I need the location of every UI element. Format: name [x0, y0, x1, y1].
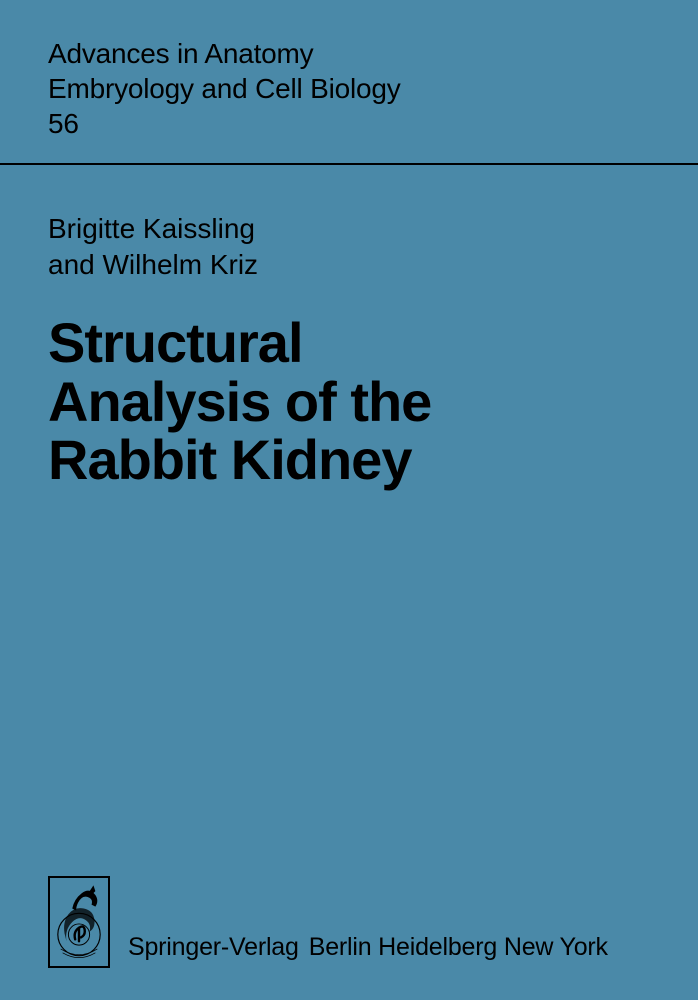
author-line1: Brigitte Kaissling [48, 211, 650, 247]
title-line2: Analysis of the [48, 373, 650, 432]
series-volume: 56 [48, 106, 698, 141]
authors-block: Brigitte Kaissling and Wilhelm Kriz [48, 211, 650, 284]
series-title-line2: Embryology and Cell Biology [48, 71, 698, 106]
publisher-text: Springer-Verlag Berlin Heidelberg New Yor… [128, 933, 608, 968]
title-line1: Structural [48, 314, 650, 373]
book-title: Structural Analysis of the Rabbit Kidney [48, 314, 650, 490]
publisher-name: Springer-Verlag [128, 933, 299, 961]
publisher-cities: Berlin Heidelberg New York [309, 933, 608, 961]
title-line3: Rabbit Kidney [48, 431, 650, 490]
publisher-footer: Springer-Verlag Berlin Heidelberg New Yor… [48, 876, 650, 968]
main-content: Brigitte Kaissling and Wilhelm Kriz Stru… [0, 165, 698, 490]
publisher-logo-icon [48, 876, 110, 968]
series-title-line1: Advances in Anatomy [48, 36, 698, 71]
series-header: Advances in Anatomy Embryology and Cell … [0, 0, 698, 159]
author-line2: and Wilhelm Kriz [48, 247, 650, 283]
